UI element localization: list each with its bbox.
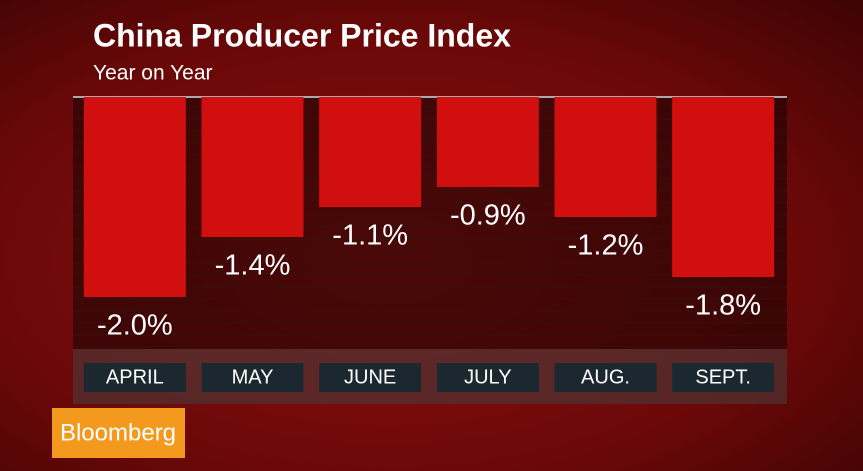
bar [201,97,304,237]
category-box [83,363,186,392]
value-label: -1.4% [215,250,291,282]
category-box [554,363,657,392]
bar [554,97,657,217]
logo-text: Bloomberg [60,419,176,446]
category-box [201,363,304,392]
value-label: -0.9% [450,200,526,232]
x-tick-label: MAY [232,366,274,388]
bar [436,97,539,187]
category-box [319,363,422,392]
x-tick-label: APRIL [106,366,164,388]
x-tick-label: SEPT. [695,366,751,388]
bar [672,97,775,277]
chart-subtitle: Year on Year [93,62,213,85]
value-label: -1.8% [685,290,761,322]
bar [319,97,422,207]
x-tick-label: JUNE [344,366,396,388]
plot-area [73,97,787,349]
value-label: -1.2% [568,230,644,262]
logo-box [52,408,185,458]
value-label: -1.1% [332,220,408,252]
label-strip [73,349,787,404]
bar [83,97,186,297]
x-tick-label: JULY [464,366,511,388]
value-label: -2.0% [97,310,173,342]
category-box [436,363,539,392]
x-tick-label: AUG. [581,366,630,388]
chart-title: China Producer Price Index [93,17,511,53]
category-box [672,363,775,392]
